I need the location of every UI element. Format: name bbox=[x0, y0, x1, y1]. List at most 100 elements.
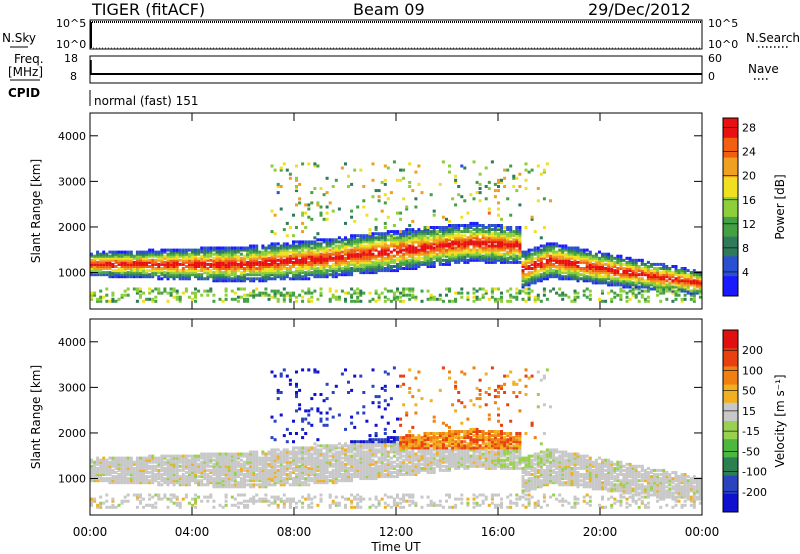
power-cell bbox=[218, 252, 222, 256]
velocity-cell bbox=[359, 466, 363, 470]
power-cell bbox=[191, 248, 194, 252]
power-cell bbox=[451, 224, 455, 227]
velocity-cell bbox=[411, 446, 415, 450]
velocity-cell bbox=[276, 468, 280, 472]
velocity-cell bbox=[282, 477, 286, 481]
power-cell bbox=[353, 262, 357, 266]
power-cell bbox=[414, 236, 418, 240]
power-cell bbox=[111, 250, 115, 254]
velocity-cell bbox=[209, 458, 213, 462]
power-cell bbox=[484, 254, 488, 258]
velocity-cell bbox=[448, 442, 451, 446]
velocity-cell bbox=[285, 499, 289, 503]
power-cell bbox=[472, 291, 476, 295]
velocity-cell bbox=[347, 454, 350, 458]
power-cell bbox=[194, 262, 197, 266]
power-cell bbox=[282, 250, 286, 254]
power-cell bbox=[261, 279, 265, 283]
power-cell bbox=[383, 242, 387, 246]
power-cell bbox=[221, 250, 225, 254]
velocity-cell bbox=[307, 477, 311, 481]
power-cell bbox=[383, 250, 387, 254]
velocity-cell bbox=[157, 483, 161, 487]
velocity-cell bbox=[142, 468, 145, 472]
velocity-cell bbox=[243, 477, 246, 481]
velocity-cell bbox=[142, 479, 145, 483]
velocity-cell bbox=[429, 499, 433, 503]
power-cell bbox=[99, 262, 103, 266]
velocity-cell bbox=[93, 462, 97, 466]
power-cell bbox=[368, 258, 372, 262]
velocity-cell bbox=[396, 503, 399, 507]
power-cell bbox=[224, 246, 228, 250]
power-cell bbox=[334, 295, 338, 299]
velocity-cell bbox=[445, 444, 448, 448]
power-cell bbox=[310, 299, 314, 303]
velocity-cell bbox=[399, 452, 403, 456]
power-cell bbox=[319, 271, 323, 275]
power-cell bbox=[279, 271, 283, 275]
velocity-cell bbox=[218, 468, 222, 472]
power-cell bbox=[353, 291, 357, 295]
velocity-cell bbox=[142, 481, 145, 485]
power-cell bbox=[316, 269, 320, 273]
power-cell bbox=[246, 254, 250, 258]
power-cell bbox=[117, 252, 121, 256]
velocity-cell bbox=[310, 448, 314, 452]
velocity-cell bbox=[386, 503, 390, 507]
power-cell bbox=[273, 244, 277, 248]
power-cell bbox=[273, 250, 277, 254]
velocity-cell bbox=[276, 481, 280, 485]
velocity-cell bbox=[362, 391, 366, 394]
power-cell bbox=[368, 252, 372, 256]
power-cell bbox=[135, 273, 139, 277]
velocity-cell bbox=[368, 460, 372, 464]
velocity-cell bbox=[145, 456, 149, 460]
velocity-cell bbox=[328, 464, 332, 468]
velocity-cell bbox=[111, 505, 115, 509]
power-cell bbox=[255, 246, 259, 250]
power-cell bbox=[310, 250, 314, 254]
velocity-cell bbox=[347, 477, 350, 481]
velocity-cell bbox=[181, 460, 185, 464]
velocity-cell bbox=[347, 460, 350, 464]
power-cell bbox=[270, 246, 274, 250]
velocity-cell bbox=[389, 448, 393, 452]
velocity-cell bbox=[197, 471, 201, 474]
velocity-cell bbox=[441, 458, 445, 462]
velocity-cell bbox=[408, 450, 412, 454]
velocity-cell bbox=[267, 473, 271, 476]
velocity-cell bbox=[236, 462, 240, 466]
power-cell bbox=[411, 262, 415, 266]
power-cell bbox=[301, 269, 305, 273]
power-cell bbox=[371, 244, 375, 248]
power-cell bbox=[383, 299, 387, 303]
power-cell bbox=[389, 238, 393, 242]
power-cell bbox=[206, 254, 210, 258]
velocity-cell bbox=[239, 462, 243, 466]
velocity-cell bbox=[194, 477, 197, 481]
power-cell bbox=[261, 244, 265, 248]
velocity-cell bbox=[377, 464, 381, 468]
power-cell bbox=[414, 238, 418, 242]
velocity-cell bbox=[441, 464, 445, 468]
velocity-cell bbox=[334, 458, 338, 462]
power-cell bbox=[386, 166, 390, 170]
velocity-cell bbox=[142, 462, 145, 466]
velocity-cell bbox=[490, 454, 494, 458]
power-cell bbox=[389, 230, 393, 234]
velocity-cell bbox=[454, 432, 458, 435]
velocity-cell bbox=[261, 479, 265, 483]
velocity-cell bbox=[313, 477, 317, 481]
velocity-cell bbox=[432, 444, 436, 448]
velocity-cell bbox=[344, 475, 347, 479]
velocity-cell bbox=[451, 454, 455, 458]
power-cell bbox=[310, 191, 314, 195]
power-cell bbox=[472, 236, 476, 240]
power-cell bbox=[135, 252, 139, 256]
power-cell bbox=[353, 289, 357, 293]
power-cell bbox=[267, 244, 271, 248]
power-cell bbox=[209, 271, 213, 275]
power-cell bbox=[258, 250, 262, 254]
power-cell bbox=[451, 244, 455, 248]
